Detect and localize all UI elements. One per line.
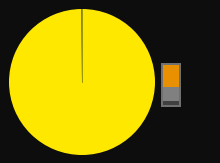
Bar	[163, 101, 179, 105]
Bar	[161, 63, 181, 107]
Bar	[163, 87, 179, 101]
Wedge shape	[81, 9, 82, 82]
Wedge shape	[9, 9, 155, 155]
Bar	[163, 65, 179, 87]
